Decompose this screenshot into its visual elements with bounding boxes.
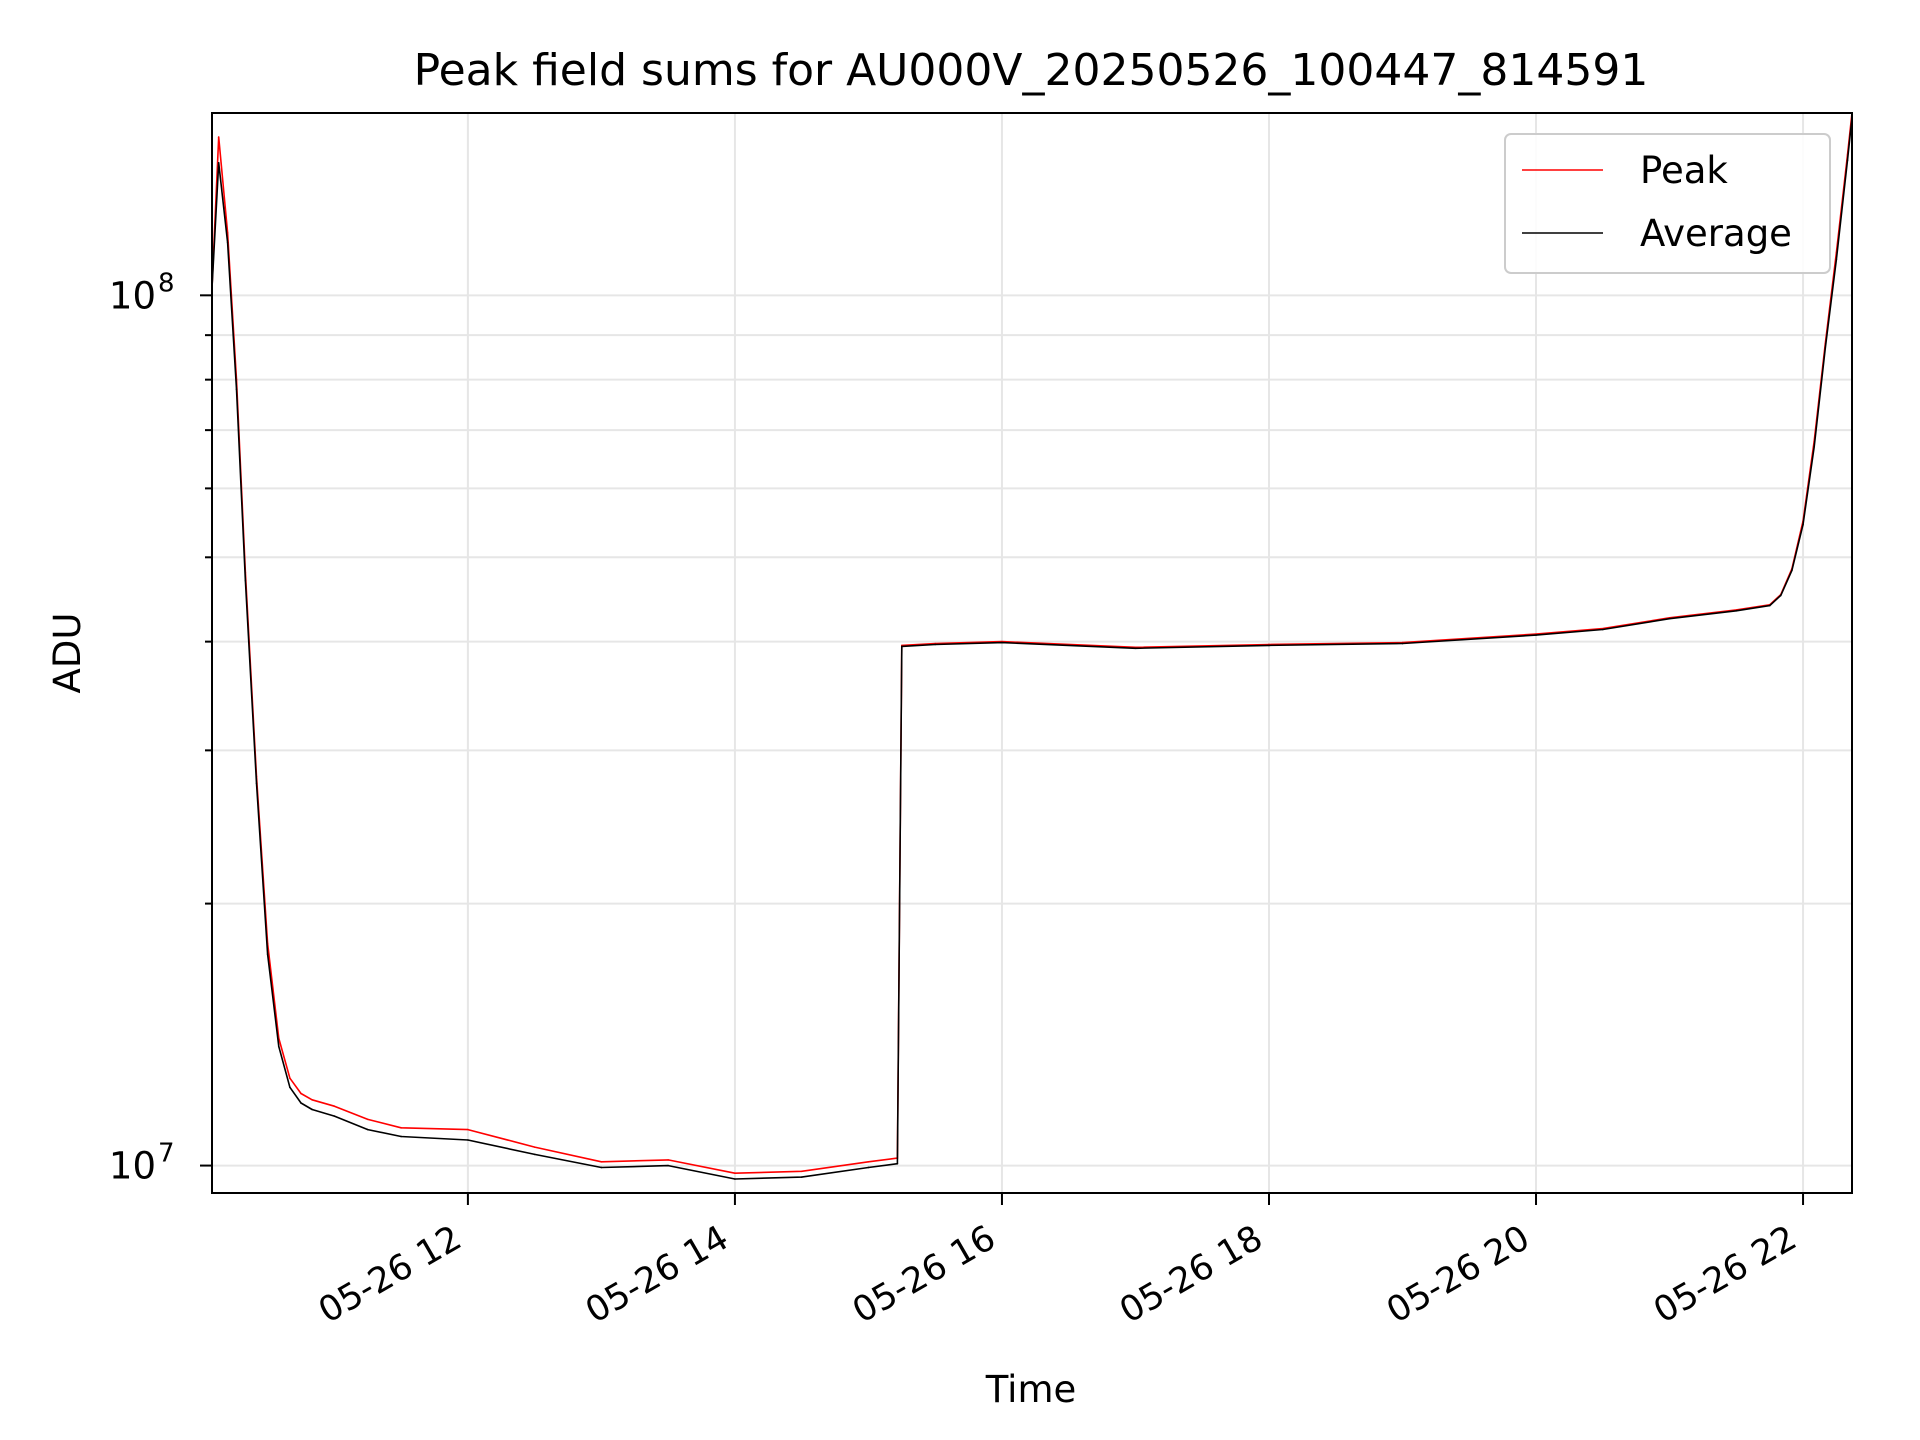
data-point-average bbox=[1768, 604, 1771, 607]
y-tick-exponent: 8 bbox=[158, 268, 175, 298]
data-point-peak bbox=[600, 1161, 603, 1163]
plot-series bbox=[211, 112, 1853, 1180]
y-axis-label: ADU bbox=[46, 613, 89, 694]
y-tick-label: 10 bbox=[109, 274, 156, 317]
data-point-average bbox=[333, 1115, 336, 1117]
data-point-average bbox=[600, 1166, 603, 1169]
y-tick-exponent: 7 bbox=[158, 1139, 175, 1169]
data-point-peak bbox=[300, 1092, 302, 1095]
legend-box bbox=[1504, 133, 1831, 274]
data-point-average bbox=[1824, 347, 1827, 349]
data-point-peak bbox=[400, 1127, 402, 1129]
data-point-average bbox=[311, 1108, 313, 1111]
data-point-average bbox=[1846, 159, 1849, 161]
data-point-peak bbox=[333, 1105, 336, 1108]
x-axis-label: Time bbox=[985, 1368, 1077, 1411]
data-point-average bbox=[1835, 258, 1838, 261]
data-point-peak bbox=[667, 1159, 669, 1161]
data-point-average bbox=[235, 388, 238, 391]
legend-label-peak: Peak bbox=[1640, 149, 1728, 192]
data-point-average bbox=[1791, 569, 1793, 572]
data-point-average bbox=[217, 162, 220, 164]
data-point-peak bbox=[467, 1128, 469, 1131]
data-point-average bbox=[1268, 644, 1270, 647]
data-point-average bbox=[467, 1139, 469, 1141]
data-point-average bbox=[244, 579, 247, 582]
data-point-average bbox=[277, 1045, 280, 1048]
data-point-average bbox=[266, 953, 269, 955]
y-tick-base: 10 bbox=[109, 1145, 156, 1188]
grid-lines bbox=[212, 113, 1852, 1193]
legend-label-average: Average bbox=[1640, 212, 1792, 255]
chart-title: Peak field sums for AU000V_20250526_1004… bbox=[414, 45, 1649, 96]
data-point-average bbox=[1001, 641, 1003, 644]
data-point-peak bbox=[734, 1172, 736, 1175]
data-point-peak bbox=[533, 1146, 536, 1148]
data-point-peak bbox=[289, 1077, 291, 1080]
y-tick-label: 10 bbox=[109, 1145, 156, 1188]
data-point-average bbox=[366, 1128, 369, 1131]
data-point-average bbox=[867, 1166, 870, 1169]
data-point-peak bbox=[800, 1170, 803, 1173]
data-point-average bbox=[226, 241, 229, 244]
data-point-average bbox=[1601, 628, 1604, 631]
data-point-peak bbox=[867, 1161, 870, 1163]
data-point-average bbox=[901, 645, 903, 648]
data-point-average bbox=[289, 1086, 291, 1089]
data-point-average bbox=[896, 1162, 899, 1165]
data-point-average bbox=[1401, 642, 1404, 645]
data-point-average bbox=[1535, 634, 1537, 636]
data-point-average bbox=[667, 1164, 669, 1167]
data-point-average bbox=[533, 1153, 536, 1156]
plot-frame bbox=[211, 112, 1853, 1194]
data-point-average bbox=[1668, 617, 1671, 620]
data-point-average bbox=[1802, 523, 1804, 526]
data-point-peak bbox=[366, 1118, 369, 1121]
data-point-average bbox=[1735, 610, 1738, 612]
data-point-average bbox=[1813, 445, 1815, 448]
y-tick-base: 10 bbox=[109, 274, 156, 317]
data-point-average bbox=[1779, 594, 1782, 597]
data-point-average bbox=[400, 1135, 402, 1138]
data-point-average bbox=[934, 643, 937, 646]
data-point-average bbox=[734, 1178, 736, 1180]
data-point-peak bbox=[311, 1099, 313, 1101]
data-point-average bbox=[800, 1176, 803, 1178]
data-point-peak bbox=[217, 136, 220, 138]
data-point-average bbox=[1134, 647, 1137, 650]
data-point-average bbox=[300, 1102, 302, 1104]
data-point-average bbox=[255, 782, 258, 785]
legend: Peak Average bbox=[1504, 133, 1831, 274]
